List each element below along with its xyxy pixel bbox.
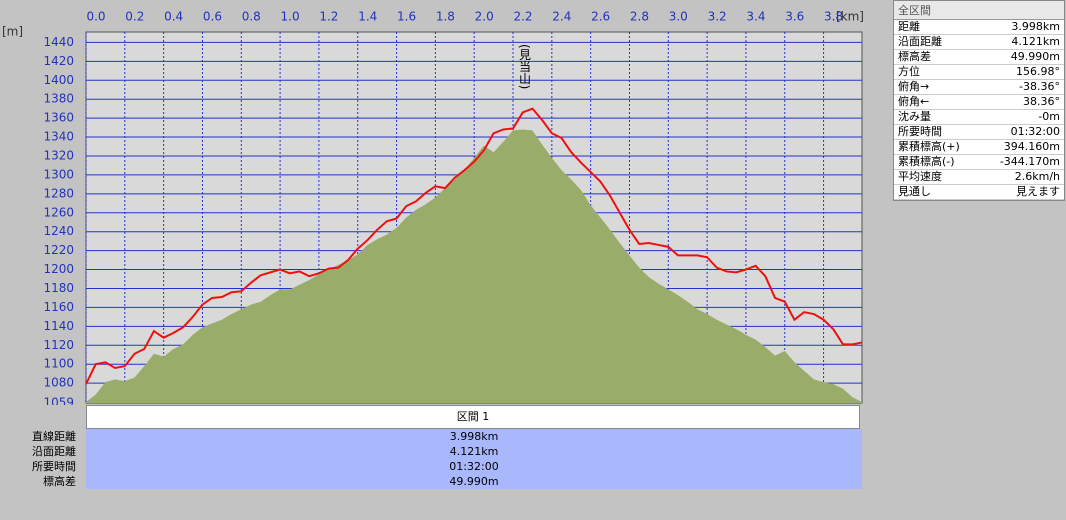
y-tick-label: 1080 [43, 376, 74, 390]
summary-panel: 全区間 距離 3.998km 沿面距離 4.121km 標高差 49.990m 方位 156.… [893, 0, 1065, 201]
summary-value: 01:32:00 [1010, 125, 1060, 138]
summary-label: 距離 [898, 20, 920, 33]
summary-row: 累積標高(-) -344.170m [894, 155, 1064, 170]
summary-label: 累積標高(-) [898, 155, 955, 168]
summary-row: 沈み量 -0m [894, 110, 1064, 125]
section-row: 標高差 49.990m [0, 474, 862, 489]
summary-row: 累積標高(+) 394.160m [894, 140, 1064, 155]
summary-label: 沿面距離 [898, 35, 942, 48]
section-label: 標高差 [43, 475, 76, 488]
y-tick-label: 1140 [43, 319, 74, 333]
x-tick-label: 2.6 [591, 10, 610, 24]
x-tick-label: 0.6 [203, 10, 222, 24]
section-label: 所要時間 [32, 460, 76, 473]
x-tick-label: 3.2 [708, 10, 727, 24]
y-tick-label: 1420 [43, 54, 74, 68]
section-row: 直線距離 3.998km [0, 429, 862, 444]
section-row: 沿面距離 4.121km [0, 444, 862, 459]
y-tick-label: 1300 [43, 167, 74, 181]
summary-value: -0m [1038, 110, 1060, 123]
x-unit: [km] [836, 10, 864, 24]
summary-value: 38.36° [1023, 95, 1060, 108]
y-tick-label: 1220 [43, 243, 74, 257]
section-table: 区間 1 直線距離 3.998km 沿面距離 4.121km 所要時間 01:32:00 標… [0, 405, 862, 489]
summary-row: 標高差 49.990m [894, 50, 1064, 65]
x-tick-label: 1.8 [436, 10, 455, 24]
y-tick-label: 1240 [43, 224, 74, 238]
y-tick-label: 1280 [43, 186, 74, 200]
summary-row: 距離 3.998km [894, 20, 1064, 35]
summary-row: 所要時間 01:32:00 [894, 125, 1064, 140]
summary-row: 平均速度 2.6km/h [894, 170, 1064, 185]
summary-label: 所要時間 [898, 125, 942, 138]
x-tick-label: 3.8 [824, 10, 843, 24]
summary-label: 平均速度 [898, 170, 942, 183]
section-value: 49.990m [86, 474, 862, 489]
summary-label: 標高差 [898, 50, 931, 63]
x-tick-label: 0.8 [242, 10, 261, 24]
y-tick-label: 1380 [43, 92, 74, 106]
section-label: 沿面距離 [32, 445, 76, 458]
summary-label: 沈み量 [898, 110, 931, 123]
y-tick-label: 1100 [43, 357, 74, 371]
summary-row: 俯角→ -38.36° [894, 80, 1064, 95]
summary-label: 俯角← [898, 95, 930, 108]
y-tick-label: 1059 [43, 396, 74, 406]
x-tick-label: 2.8 [630, 10, 649, 24]
summary-label: 方位 [898, 65, 920, 78]
y-tick-label: 1160 [43, 300, 74, 314]
summary-value: -38.36° [1019, 80, 1060, 93]
y-tick-label: 1200 [43, 262, 74, 276]
summary-value: 3.998km [1011, 20, 1060, 33]
x-tick-label: 1.4 [358, 10, 377, 24]
x-tick-label: 3.4 [746, 10, 765, 24]
x-tick-label: 2.2 [513, 10, 532, 24]
y-tick-label: 1180 [43, 281, 74, 295]
summary-row: 沿面距離 4.121km [894, 35, 1064, 50]
summary-value: 2.6km/h [1014, 170, 1060, 183]
x-tick-label: 0.4 [164, 10, 183, 24]
section-value: 3.998km [86, 429, 862, 444]
x-tick-label: 1.2 [319, 10, 338, 24]
x-tick-label: 3.6 [785, 10, 804, 24]
summary-value: 156.98° [1016, 65, 1060, 78]
y-tick-label: 1320 [43, 148, 74, 162]
summary-value: 見えます [1016, 185, 1060, 198]
y-tick-label: 1440 [43, 35, 74, 49]
x-tick-label: 2.0 [475, 10, 494, 24]
terrain-area [86, 129, 862, 403]
summary-label: 累積標高(+) [898, 140, 960, 153]
summary-row: 方位 156.98° [894, 65, 1064, 80]
section-value: 01:32:00 [86, 459, 862, 474]
y-tick-label: 1260 [43, 205, 74, 219]
x-tick-label: 3.0 [669, 10, 688, 24]
section-value: 4.121km [86, 444, 862, 459]
x-tick-label: 0.2 [125, 10, 144, 24]
summary-value: 4.121km [1011, 35, 1060, 48]
summary-row: 俯角← 38.36° [894, 95, 1064, 110]
summary-row: 見通し 見えます [894, 185, 1064, 200]
section-header[interactable]: 区間 1 [86, 405, 860, 429]
y-tick-label: 1360 [43, 111, 74, 125]
y-tick-label: 1340 [43, 130, 74, 144]
track-line [85, 107, 863, 385]
y-tick-label: 1400 [43, 73, 74, 87]
summary-value: 394.160m [1003, 140, 1060, 153]
summary-label: 俯角→ [898, 80, 930, 93]
x-tick-label: 2.4 [552, 10, 571, 24]
y-unit: [m] [2, 25, 23, 39]
summary-label: 見通し [898, 185, 931, 198]
summary-title: 全区間 [894, 1, 1064, 20]
y-tick-label: 1120 [43, 338, 74, 352]
section-label: 直線距離 [32, 430, 76, 443]
profile-chart: [m] [km] 1059 1080 1100 1120 1140 1160 1180 120… [2, 10, 864, 406]
section-row: 所要時間 01:32:00 [0, 459, 862, 474]
summary-value: 49.990m [1010, 50, 1060, 63]
x-tick-label: 1.6 [397, 10, 416, 24]
x-tick-label: 1.0 [281, 10, 300, 24]
summary-value: -344.170m [999, 155, 1060, 168]
peak-label: (見当山) [518, 44, 532, 89]
x-tick-label: 0.0 [86, 10, 105, 24]
